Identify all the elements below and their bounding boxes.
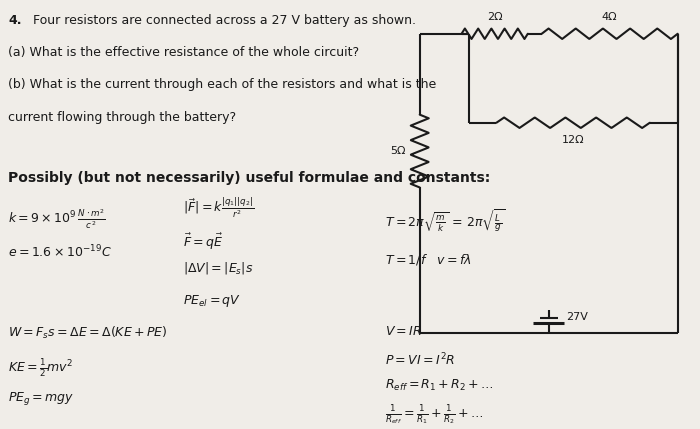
Text: Four resistors are connected across a 27 V battery as shown.: Four resistors are connected across a 27… (33, 14, 416, 27)
Text: 4Ω: 4Ω (602, 12, 617, 21)
Text: 27V: 27V (566, 312, 588, 322)
Text: (a) What is the effective resistance of the whole circuit?: (a) What is the effective resistance of … (8, 46, 360, 59)
Text: 2Ω: 2Ω (487, 12, 503, 21)
Text: $|\vec{F}| = k\frac{|q_1||q_2|}{r^2}$: $|\vec{F}| = k\frac{|q_1||q_2|}{r^2}$ (183, 196, 254, 221)
Text: $\frac{1}{R_{eff}} = \frac{1}{R_1} + \frac{1}{R_2} + \ldots$: $\frac{1}{R_{eff}} = \frac{1}{R_1} + \fr… (385, 404, 484, 427)
Text: (b) What is the current through each of the resistors and what is the: (b) What is the current through each of … (8, 78, 437, 91)
Text: $V = IR$: $V = IR$ (385, 325, 422, 338)
Text: current flowing through the battery?: current flowing through the battery? (8, 111, 237, 124)
Text: 12Ω: 12Ω (562, 135, 584, 145)
Text: $|\Delta V| = |E_s|s$: $|\Delta V| = |E_s|s$ (183, 260, 253, 276)
Text: $T = 2\pi\sqrt{\frac{m}{k}}\,=\,2\pi\sqrt{\frac{L}{g}}$: $T = 2\pi\sqrt{\frac{m}{k}}\,=\,2\pi\sqr… (385, 208, 505, 235)
Text: $PE_{el} = qV$: $PE_{el} = qV$ (183, 293, 241, 308)
Text: $P = VI = I^2R$: $P = VI = I^2R$ (385, 351, 455, 368)
Text: $KE = \frac{1}{2}mv^2$: $KE = \frac{1}{2}mv^2$ (8, 357, 74, 379)
Text: Possibly (but not necessarily) useful formulae and constants:: Possibly (but not necessarily) useful fo… (8, 171, 491, 185)
Text: $T = 1/f\quad v = f\lambda$: $T = 1/f\quad v = f\lambda$ (385, 252, 472, 267)
Text: $k = 9\times10^9\,\frac{N\cdot m^2}{c^2}$: $k = 9\times10^9\,\frac{N\cdot m^2}{c^2}… (8, 208, 106, 231)
Text: $W = F_s s = \Delta E = \Delta(KE + PE)$: $W = F_s s = \Delta E = \Delta(KE + PE)$ (8, 325, 168, 341)
Text: $\vec{F} = q\vec{E}$: $\vec{F} = q\vec{E}$ (183, 232, 223, 252)
Text: 4.: 4. (8, 14, 22, 27)
Text: $e = 1.6\times10^{-19}C$: $e = 1.6\times10^{-19}C$ (8, 244, 112, 261)
Text: 5Ω: 5Ω (391, 146, 406, 156)
Text: $PE_g = mgy$: $PE_g = mgy$ (8, 390, 75, 407)
Text: $R_{eff} = R_1 + R_2 + \ldots$: $R_{eff} = R_1 + R_2 + \ldots$ (385, 378, 494, 393)
